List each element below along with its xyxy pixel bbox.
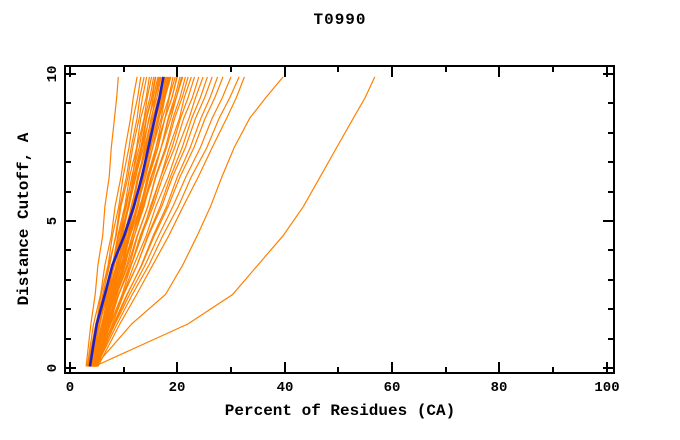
model-curve bbox=[94, 76, 284, 367]
model-curve bbox=[89, 76, 183, 367]
model-curve bbox=[97, 76, 245, 367]
x-tick-label: 60 bbox=[384, 380, 401, 396]
x-tick-label: 20 bbox=[169, 380, 186, 396]
y-tick-label: 10 bbox=[45, 66, 61, 83]
model-curve bbox=[91, 76, 189, 367]
chart-title: T0990 bbox=[313, 11, 367, 29]
model-curve bbox=[87, 76, 142, 367]
model-curve bbox=[90, 76, 200, 367]
model-curve bbox=[87, 76, 160, 367]
model-curve bbox=[93, 76, 224, 367]
plot-frame bbox=[64, 65, 615, 374]
y-tick-label: 0 bbox=[45, 364, 61, 372]
model-curve bbox=[96, 76, 219, 367]
model-curve bbox=[94, 76, 232, 367]
model-curve bbox=[86, 76, 138, 367]
model-curve bbox=[92, 76, 213, 367]
model-curve bbox=[93, 76, 376, 368]
model-curve bbox=[85, 76, 119, 367]
y-tick-label: 5 bbox=[45, 217, 61, 225]
model-curve bbox=[95, 76, 208, 367]
highlight-curve bbox=[88, 76, 165, 367]
model-curve bbox=[93, 76, 196, 367]
x-tick-label: 0 bbox=[66, 380, 74, 396]
model-curve bbox=[95, 76, 240, 367]
model-curve bbox=[89, 76, 156, 367]
model-curve bbox=[87, 76, 148, 367]
x-axis-label: Percent of Residues (CA) bbox=[224, 402, 456, 420]
model-curve bbox=[93, 76, 178, 367]
x-tick-label: 40 bbox=[277, 380, 294, 396]
x-tick-label: 100 bbox=[594, 380, 619, 396]
x-tick-label: 80 bbox=[491, 380, 508, 396]
